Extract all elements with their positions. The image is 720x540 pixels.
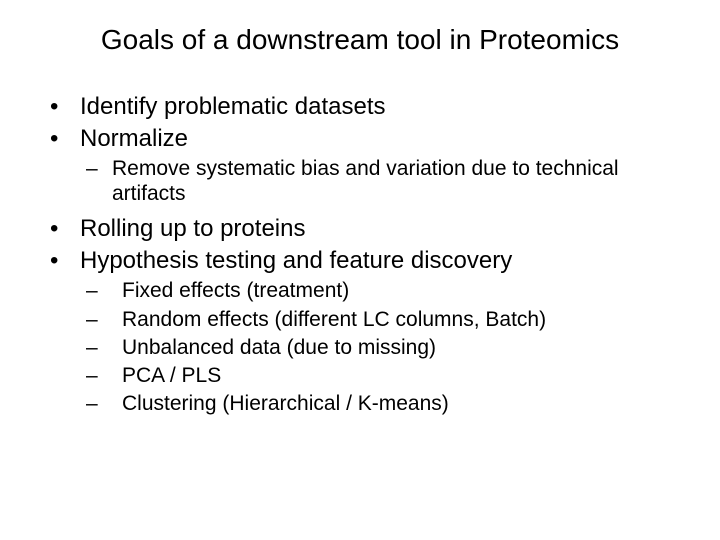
bullet-marker: • (50, 92, 80, 122)
dash-marker: – (86, 278, 122, 304)
bullet-text: Normalize (80, 124, 188, 154)
bullet-text: Rolling up to proteins (80, 214, 305, 244)
bullet-level2: – Clustering (Hierarchical / K-means) (86, 391, 690, 417)
dash-marker: – (86, 307, 122, 333)
bullet-text: Fixed effects (treatment) (122, 278, 349, 304)
bullet-level1: • Hypothesis testing and feature discove… (50, 246, 690, 276)
dash-marker: – (86, 156, 112, 206)
bullet-text: Hypothesis testing and feature discovery (80, 246, 512, 276)
bullet-level1: • Rolling up to proteins (50, 214, 690, 244)
bullet-level2: – PCA / PLS (86, 363, 690, 389)
bullet-text: Identify problematic datasets (80, 92, 386, 122)
bullet-marker: • (50, 214, 80, 244)
dash-marker: – (86, 391, 122, 417)
bullet-level2: – Unbalanced data (due to missing) (86, 335, 690, 361)
bullet-level2: – Fixed effects (treatment) (86, 278, 690, 304)
dash-marker: – (86, 363, 122, 389)
bullet-marker: • (50, 246, 80, 276)
bullet-text: Clustering (Hierarchical / K-means) (122, 391, 449, 417)
bullet-text: Unbalanced data (due to missing) (122, 335, 436, 361)
dash-marker: – (86, 335, 122, 361)
bullet-level2: – Remove systematic bias and variation d… (86, 156, 690, 206)
bullet-level1: • Normalize (50, 124, 690, 154)
bullet-text: Random effects (different LC columns, Ba… (122, 307, 546, 333)
bullet-level1: • Identify problematic datasets (50, 92, 690, 122)
bullet-text: PCA / PLS (122, 363, 221, 389)
bullet-level2: – Random effects (different LC columns, … (86, 307, 690, 333)
bullet-text: Remove systematic bias and variation due… (112, 156, 690, 206)
bullet-marker: • (50, 124, 80, 154)
slide-title: Goals of a downstream tool in Proteomics (30, 24, 690, 56)
